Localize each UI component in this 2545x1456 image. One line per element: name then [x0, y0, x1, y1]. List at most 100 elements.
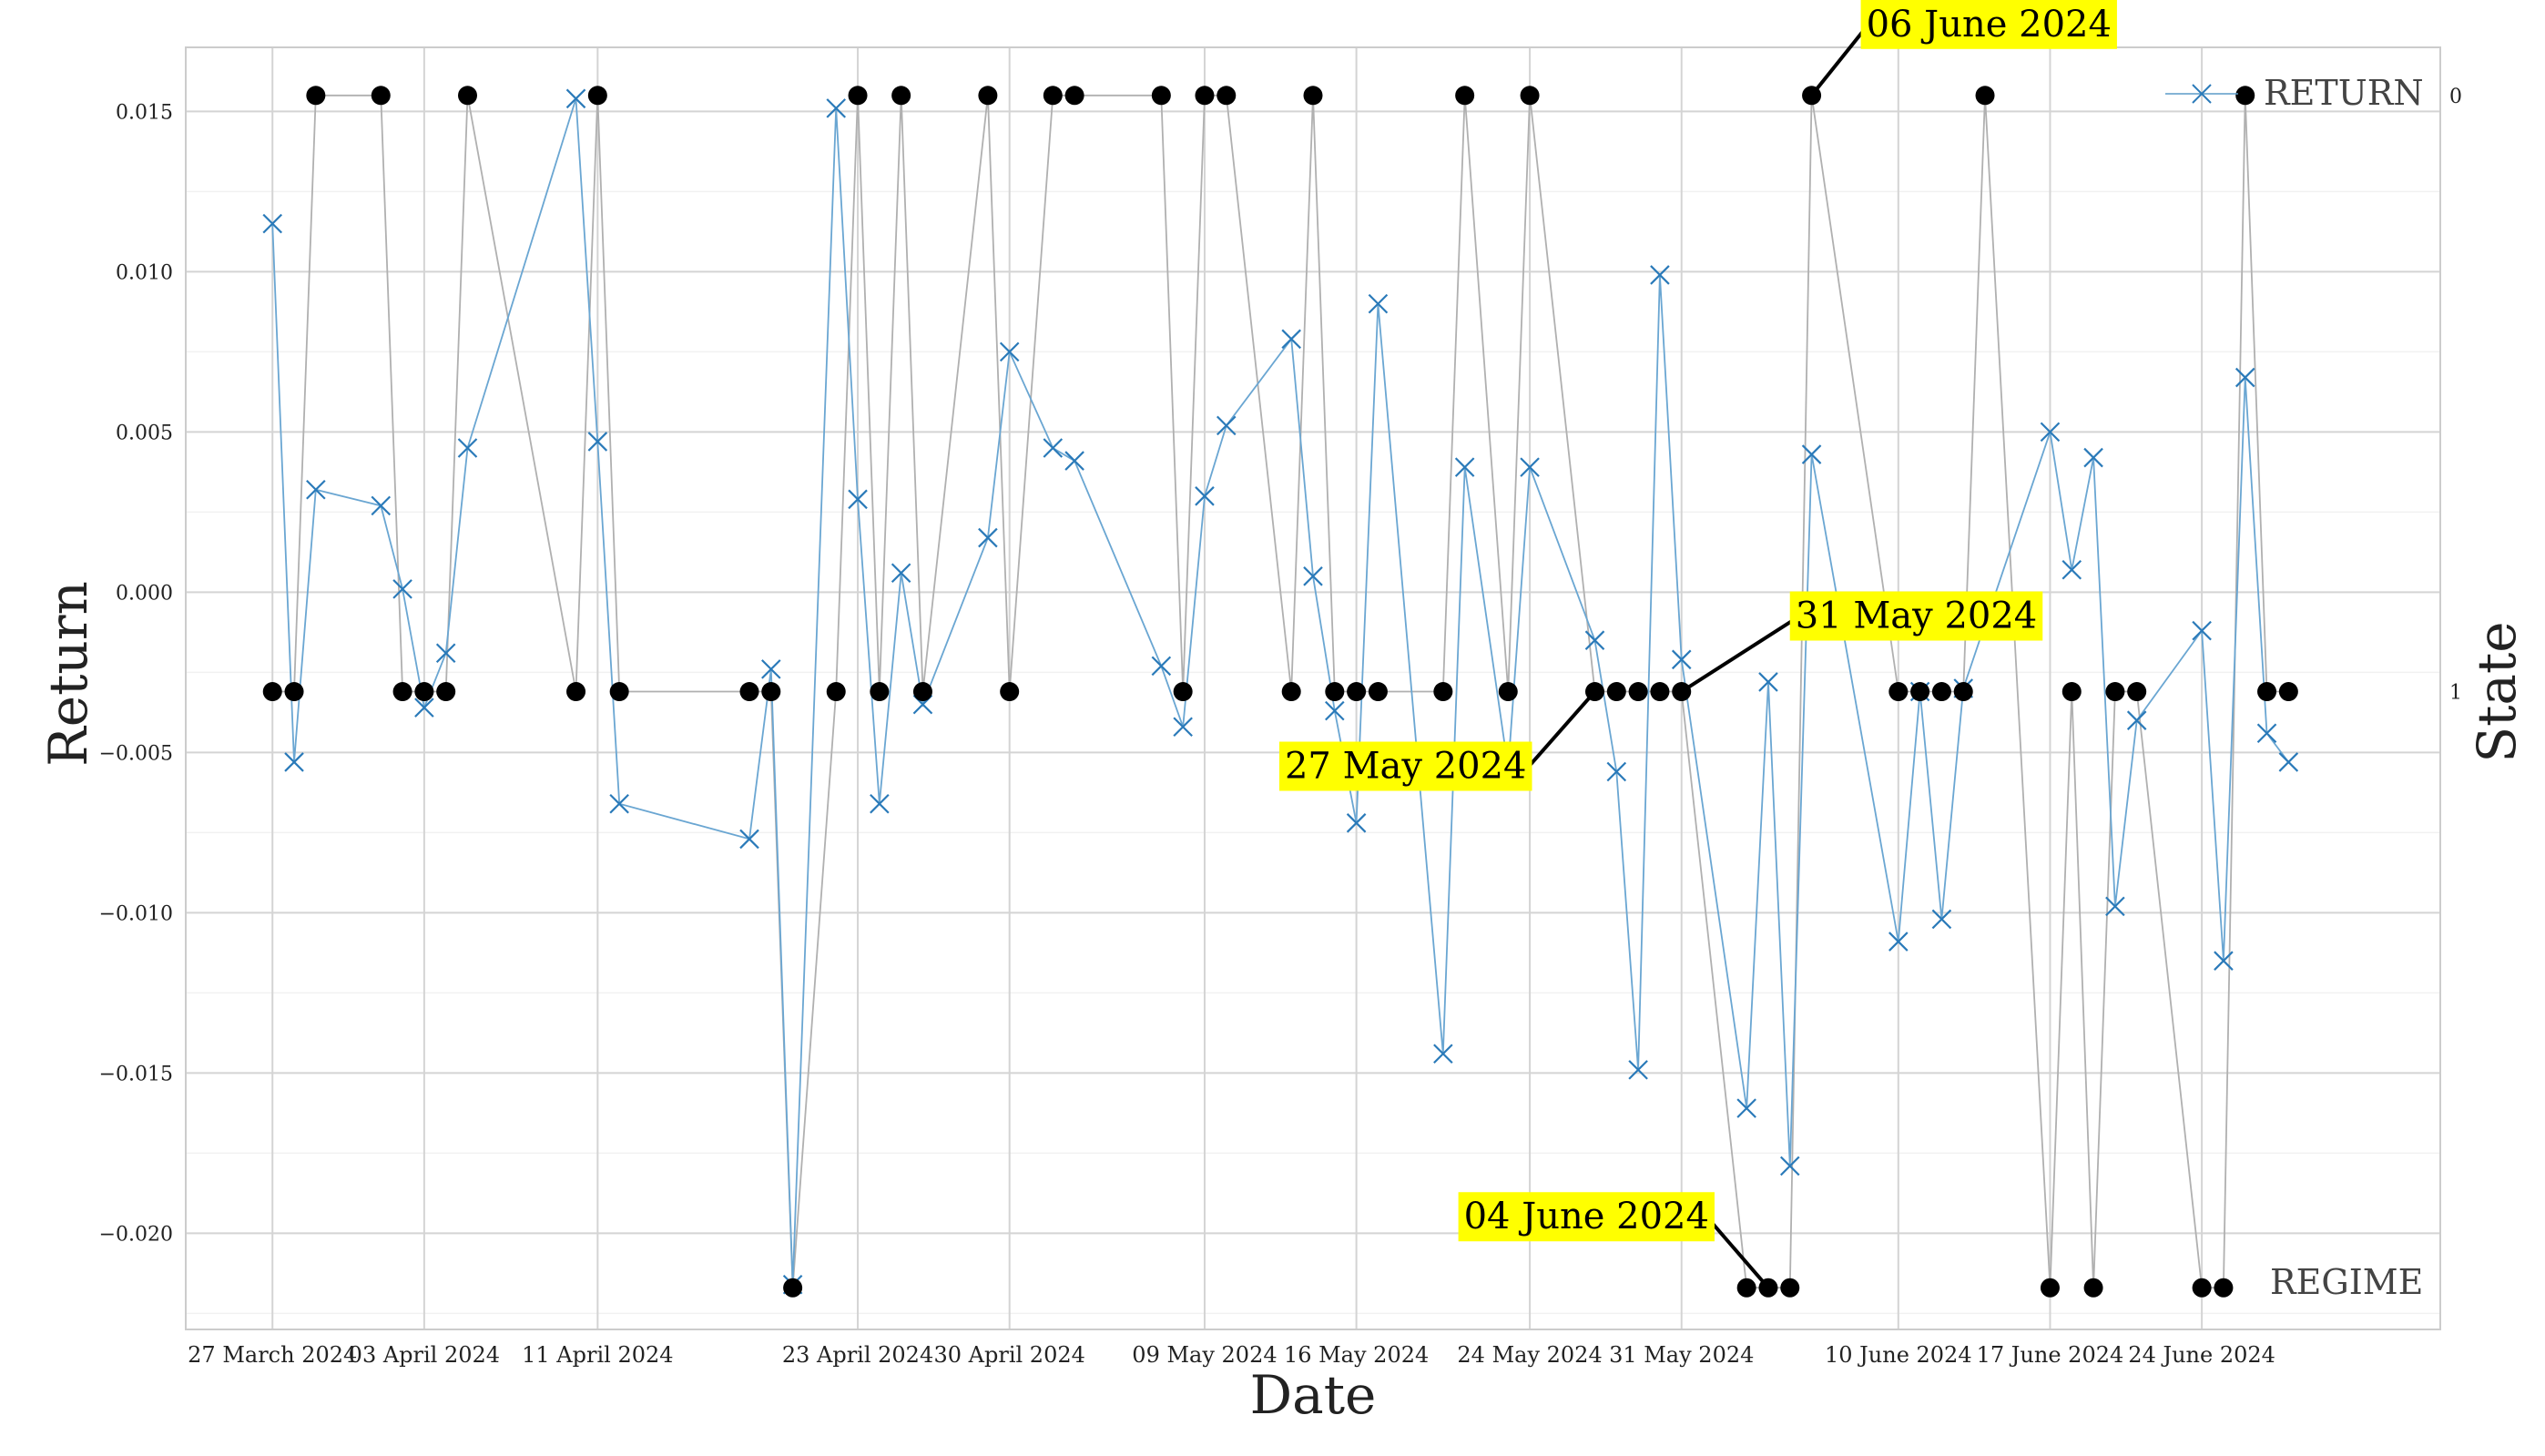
- grid: [186, 47, 2440, 1329]
- return-point: [1216, 415, 1237, 436]
- return-point: [284, 752, 304, 772]
- regime-point: [609, 682, 629, 702]
- y-tick-label: −0.010: [99, 902, 173, 925]
- return-point: [1650, 265, 1670, 285]
- return-point: [414, 697, 434, 718]
- return-point: [1043, 438, 1064, 458]
- y-tick-label: 0.015: [116, 101, 173, 124]
- regime-point: [1780, 1278, 1800, 1298]
- return-point: [1758, 672, 1778, 692]
- return-point: [1628, 1060, 1648, 1080]
- return-point: [999, 341, 1020, 362]
- x-tick-label: 30 April 2024: [933, 1342, 1084, 1368]
- regime-point: [2083, 1278, 2103, 1298]
- y2-axis-title: State: [2466, 621, 2528, 762]
- regime-point: [371, 86, 391, 106]
- y2-tick-label: 1: [2449, 682, 2462, 705]
- y-tick-label: −0.015: [99, 1063, 173, 1085]
- regime-point: [2127, 682, 2147, 702]
- return-point: [1606, 761, 1627, 782]
- x-tick-label: 09 May 2024: [1132, 1342, 1277, 1368]
- y-tick-label: 0.000: [116, 582, 173, 605]
- return-point: [371, 495, 392, 516]
- regime-point: [1606, 682, 1626, 702]
- regime-point: [1650, 682, 1670, 702]
- return-point: [1433, 1044, 1453, 1064]
- regime-point: [1303, 86, 1323, 106]
- y-tick-label: −0.005: [99, 742, 173, 765]
- regime-point: [848, 86, 868, 106]
- annotation-leader: [1525, 690, 1596, 770]
- regime-point: [1433, 682, 1453, 702]
- regime-point: [2040, 1278, 2060, 1298]
- regime-point: [1931, 682, 1951, 702]
- annotation-label: 06 June 2024: [1867, 4, 2112, 46]
- return-point: [1801, 444, 1822, 464]
- return-point: [891, 563, 911, 584]
- regime-point: [1064, 86, 1084, 106]
- regime-point: [2192, 1278, 2212, 1298]
- return-point: [1931, 909, 1952, 930]
- x-tick-label: 27 March 2024: [188, 1342, 357, 1368]
- annotation-box: [1458, 1192, 1715, 1242]
- regime-point: [1347, 682, 1367, 702]
- return-point: [435, 643, 456, 664]
- x-tick-label: 03 April 2024: [349, 1342, 500, 1368]
- regime-point: [1520, 86, 1540, 106]
- return-point: [587, 432, 608, 452]
- return-point: [848, 489, 868, 510]
- return-point: [392, 579, 412, 599]
- regime-point: [978, 86, 998, 106]
- regime-point: [761, 682, 781, 702]
- regime-point: [1953, 682, 1973, 702]
- x-tick-label: 24 May 2024: [1457, 1342, 1602, 1368]
- annotation-leader: [1680, 616, 1797, 694]
- annotation-label: 27 May 2024: [1285, 746, 1527, 788]
- y2-axis-ticks: 01: [2449, 86, 2462, 705]
- return-point: [1346, 813, 1367, 833]
- regime-point: [1975, 86, 1995, 106]
- regime-series-markers: [262, 86, 2298, 1298]
- regime-point: [912, 682, 932, 702]
- return-point: [1454, 457, 1475, 477]
- regime-point: [2061, 682, 2082, 702]
- return-point: [1584, 630, 1605, 650]
- return-point: [609, 793, 629, 814]
- return-point: [826, 98, 847, 118]
- regime-point: [458, 86, 477, 106]
- regime-point: [826, 682, 846, 702]
- regime-point: [2105, 682, 2125, 702]
- regime-point: [436, 682, 456, 702]
- regime-point: [739, 682, 759, 702]
- regime-point: [1628, 682, 1648, 702]
- annotation-label: 31 May 2024: [1796, 596, 2038, 637]
- return-point: [1520, 457, 1540, 477]
- regime-point: [566, 682, 586, 702]
- return-point: [565, 88, 586, 109]
- y-tick-label: 0.005: [116, 422, 173, 444]
- regime-point: [1910, 682, 1930, 702]
- return-point: [2061, 559, 2082, 580]
- return-point: [2278, 752, 2299, 772]
- return-point: [2256, 723, 2277, 744]
- regime-point: [284, 682, 304, 702]
- return-point: [262, 213, 283, 234]
- annotation-leader: [1707, 1217, 1770, 1289]
- return-point: [1671, 649, 1692, 670]
- legend-return-marker-icon: [2192, 84, 2212, 104]
- x-tick-label: 24 June 2024: [2128, 1342, 2275, 1368]
- return-point: [1325, 700, 1345, 721]
- annotation-box: [1860, 0, 2117, 49]
- annotations: 27 May 2024 31 May 2024 04 June 2024 06 Jun…: [1278, 0, 2117, 1289]
- legend: RETURN REGIME: [2165, 73, 2424, 1302]
- return-point: [2083, 447, 2103, 468]
- return-point: [761, 659, 781, 679]
- return-point: [1195, 486, 1215, 506]
- regime-point: [2278, 682, 2298, 702]
- regime-point: [1736, 1278, 1756, 1298]
- y-axis-ticks: 0.015 0.010 0.005 0.000 −0.005 −0.010 −0.015 −0…: [99, 101, 173, 1246]
- y-tick-label: −0.020: [99, 1223, 173, 1246]
- x-tick-label: 17 June 2024: [1977, 1342, 2124, 1368]
- return-point: [2192, 620, 2212, 641]
- regime-point: [1000, 682, 1020, 702]
